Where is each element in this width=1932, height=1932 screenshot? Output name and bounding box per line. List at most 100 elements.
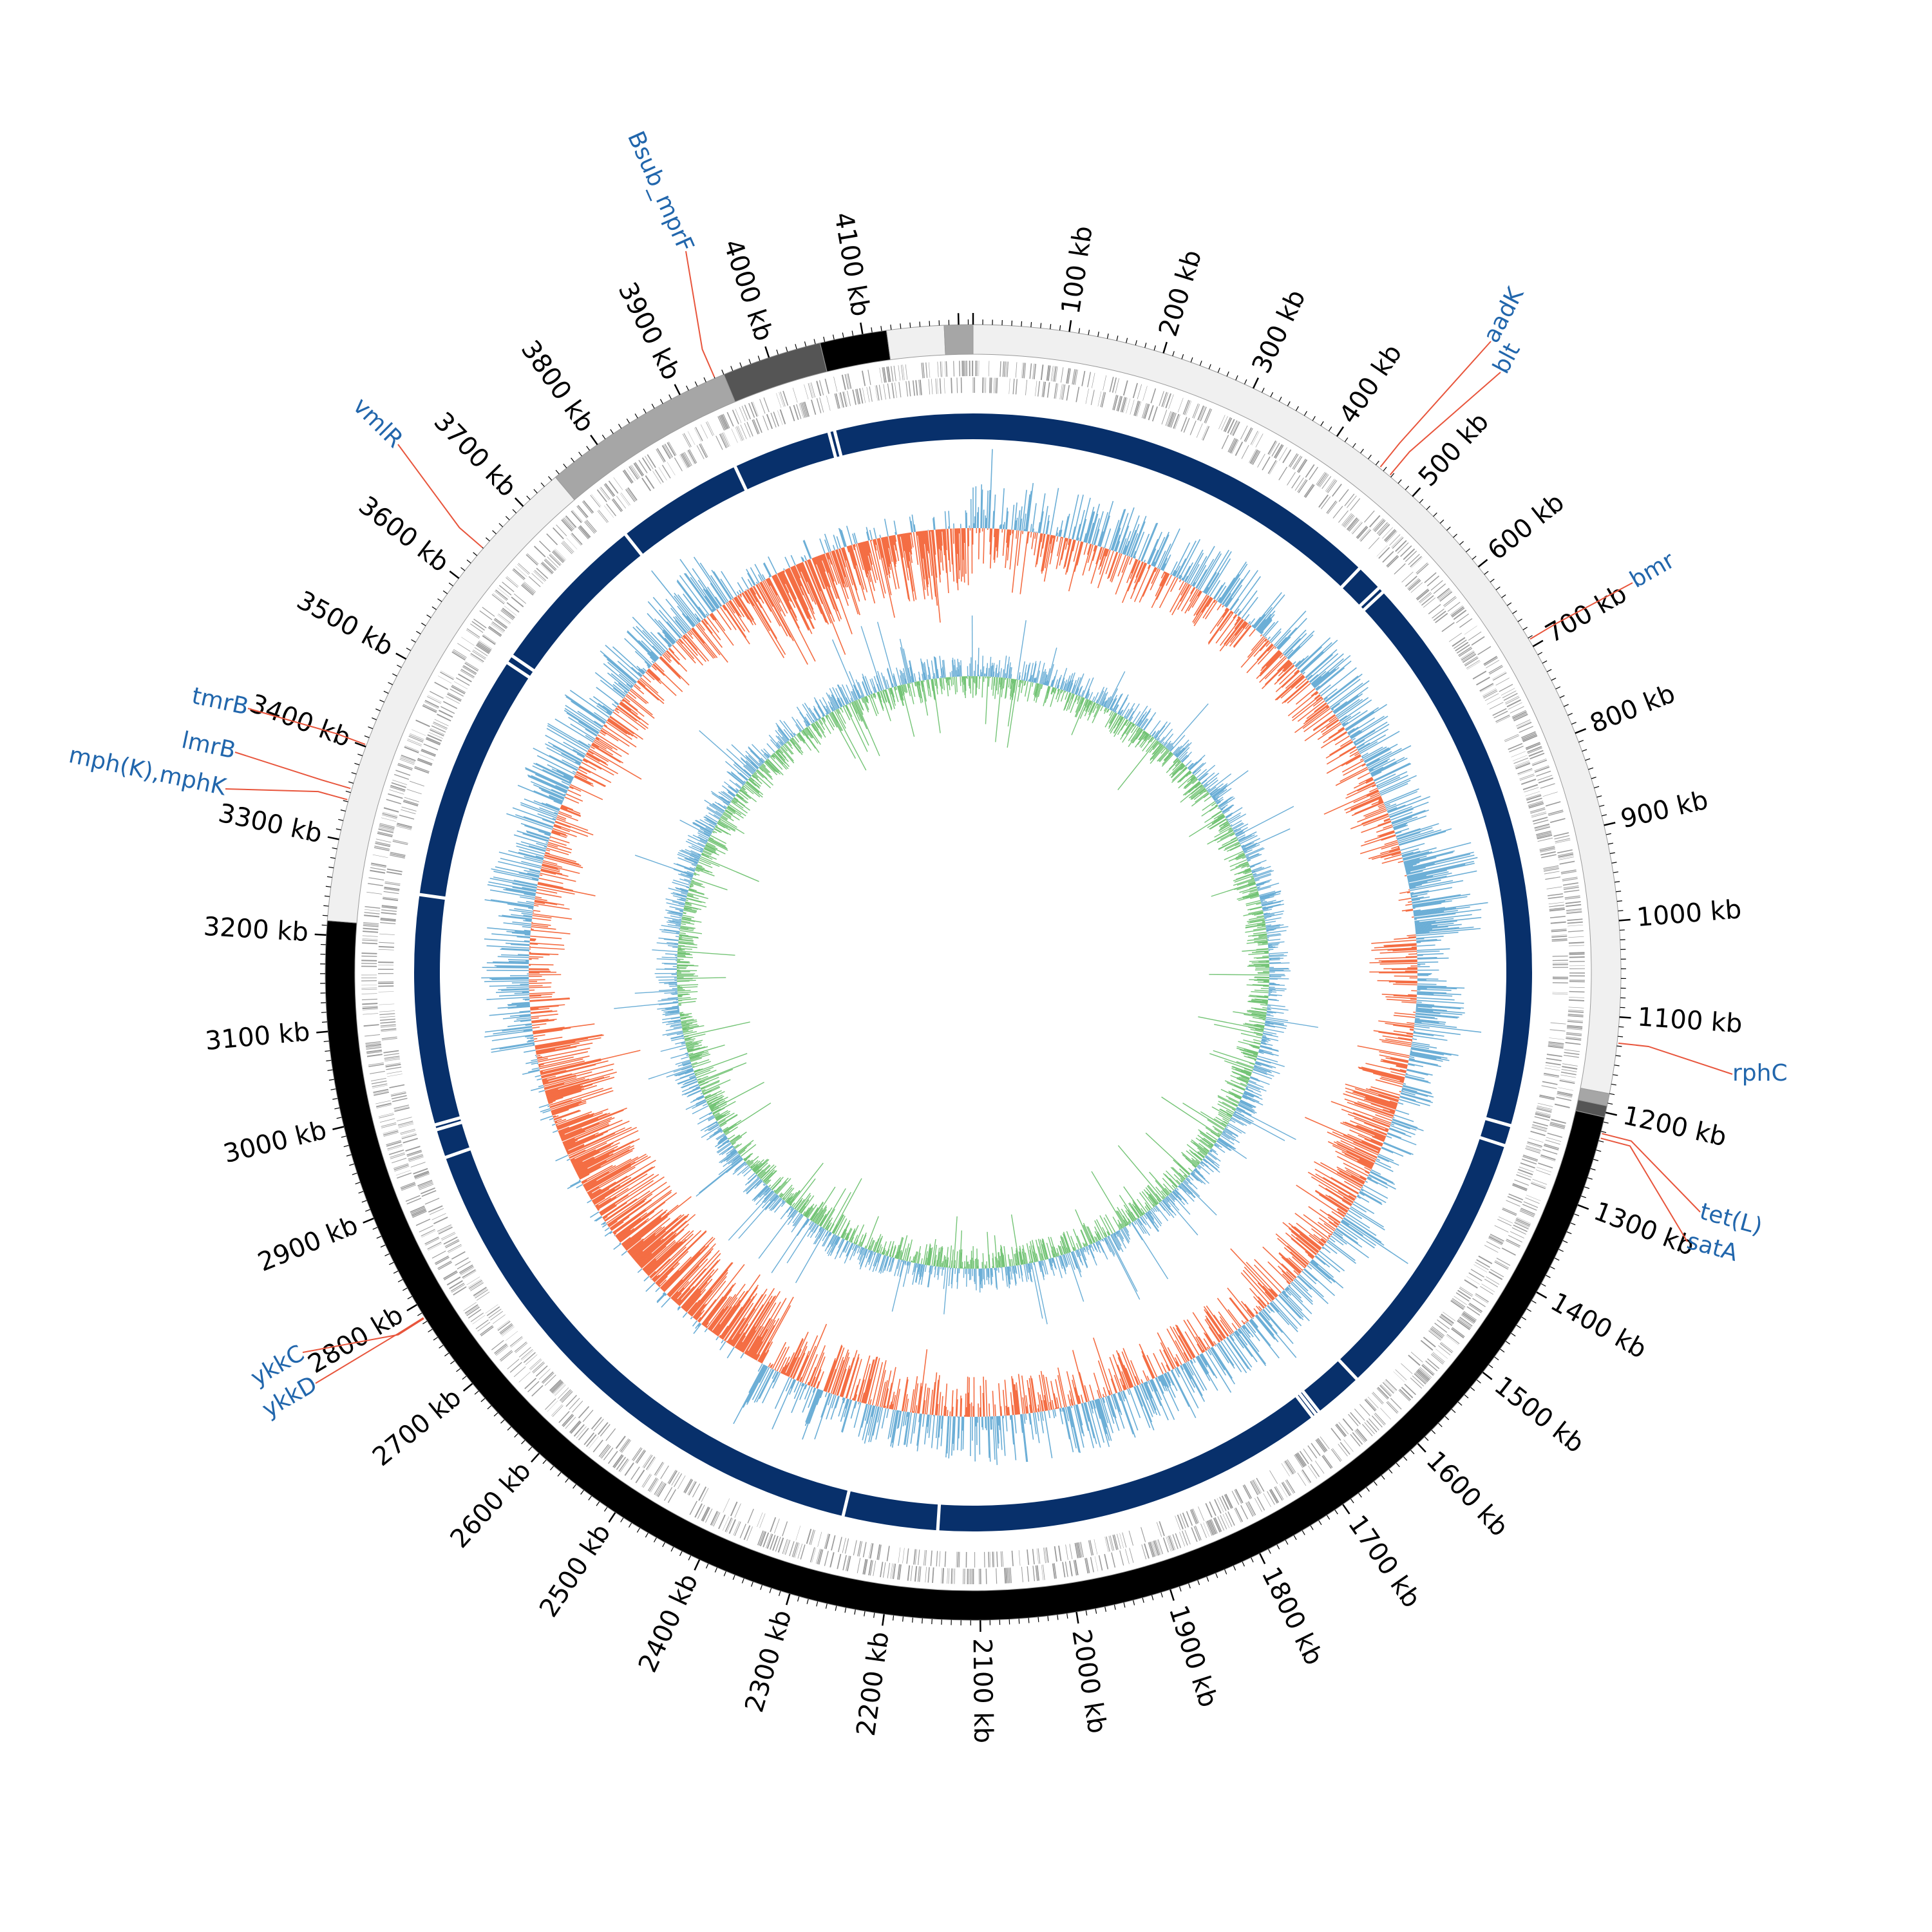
gc-skew-bar [1262,925,1266,927]
gc-skew-bar [1096,704,1099,709]
gc-content-bar [1341,1108,1390,1128]
gc-skew-bar [1072,1247,1075,1251]
gc-skew-bar [688,1083,699,1089]
gc-skew-bar [1226,1110,1234,1115]
gc-content-bar [1365,1088,1399,1099]
gc-content-bar [1405,867,1426,873]
gc-skew-bar [706,1130,723,1141]
gc-skew-bar [1184,1174,1188,1178]
gc-skew-bar [755,1188,772,1206]
gc-content-bar [1152,562,1155,567]
gc-skew-bar [1218,838,1238,849]
gc-content-bar [1304,717,1338,742]
gc-skew-bar [734,1144,739,1148]
gc-skew-bar [1047,664,1054,687]
gc-content-bar [1388,1128,1412,1138]
gc-skew-bar [714,1128,722,1134]
gc-content-bar [890,1410,898,1447]
gc-skew-bar [1240,1100,1252,1107]
gc-content-bar [1313,1234,1326,1244]
gc-content-bar [1352,1091,1397,1107]
gc-content-bar [1278,1253,1301,1274]
gc-content-bar [1157,1376,1160,1382]
gc-skew-bar [1173,745,1182,755]
gc-skew-bar [1267,941,1285,944]
gc-skew-bar [822,1188,846,1228]
gc-skew-bar [1229,828,1233,830]
gc-skew-bar [1117,1210,1128,1226]
gc-content-bar [989,1403,990,1417]
gc-skew-bar [1019,675,1021,680]
gc-skew-bar [840,1220,851,1238]
gc-skew-bar [1141,1208,1146,1215]
gc-content-bar [1376,826,1394,833]
gc-content-bar [1381,1059,1408,1066]
gc-content-bar [1039,511,1044,533]
gc-skew-bar [1186,1177,1191,1181]
gc-skew-bar [759,1164,775,1179]
gc-skew-bar [1188,768,1189,770]
gc-skew-bar [1259,893,1276,898]
gc-skew-bar [1260,1045,1273,1049]
gc-skew-bar [866,696,869,701]
gc-skew-bar [1065,691,1068,700]
gc-skew-bar [1052,1257,1057,1270]
gc-content-bar [1240,1272,1270,1305]
gc-skew-bar [1191,788,1206,800]
gc-content-bar [1412,900,1446,907]
gc-content-bar [1023,513,1027,531]
gc-skew-bar [706,842,716,848]
gc-content-bar [1359,730,1400,755]
gc-content-bar [1005,529,1009,568]
gc-skew-bar [1264,913,1275,917]
gc-skew-bar [857,1245,861,1254]
gc-skew-bar [1145,1187,1159,1204]
gc-content-bar [1278,1294,1304,1320]
gc-content-bar [1410,893,1428,897]
gc-content-bar [1029,1405,1032,1414]
gc-skew-bar [918,1264,921,1272]
gc-skew-bar [987,1268,989,1277]
gc-skew-bar [1233,1113,1252,1124]
gc-skew-bar [681,1041,686,1044]
gc-skew-bar [1264,917,1282,922]
gc-content-bar [1163,1373,1176,1398]
gc-content-bar [1365,1096,1397,1108]
gc-skew-bar [761,757,766,762]
gc-skew-bar [722,1126,729,1132]
gc-content-bar [1056,1397,1059,1409]
gc-skew-bar [672,882,690,888]
gc-skew-bar [1056,1253,1059,1256]
gc-skew-bar [810,1207,819,1220]
gc-skew-bar [1253,927,1266,931]
gc-content-bar [1205,1333,1215,1347]
gc-skew-bar [1151,732,1156,737]
gc-skew-bar [780,747,795,764]
gc-skew-bar [1161,741,1165,745]
gc-content-bar [1218,1334,1224,1341]
gc-skew-bar [1264,916,1272,918]
gc-skew-bar [1155,1193,1162,1202]
gc-skew-bar [1242,869,1252,874]
gc-content-bar [1075,1404,1085,1437]
gc-skew-bar [916,1245,922,1264]
gc-skew-bar [1261,900,1284,906]
gc-skew-bar [814,1209,824,1224]
gc-skew-bar [715,826,728,835]
gc-skew-bar [730,1134,741,1142]
gc-content-bar [1393,1014,1416,1018]
gc-skew-bar [848,1228,856,1242]
gc-skew-bar [1008,662,1011,679]
gc-content-bar [853,1402,862,1428]
gc-skew-bar [1208,786,1217,793]
gc-content-bar [1383,1108,1395,1114]
gc-skew-bar [684,907,692,910]
gc-content-bar [1384,791,1418,806]
gc-skew-bar [943,1255,945,1267]
gc-content-bar [1015,530,1018,539]
gc-skew-bar [820,717,831,734]
gc-skew-bar [1222,804,1233,813]
gc-content-bar [1206,1305,1229,1337]
gc-content-bar [1177,1367,1199,1409]
gc-skew-bar [1247,938,1268,942]
